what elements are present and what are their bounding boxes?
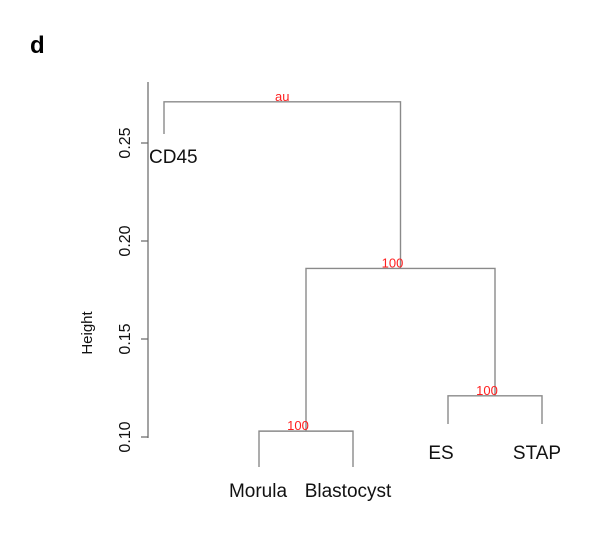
y-tick-label: 0.15	[117, 323, 134, 354]
dendrogram-branches	[163, 101, 543, 467]
au-value-label: 100	[287, 418, 309, 433]
y-tick-label: 0.10	[117, 421, 134, 452]
au-values: 100 100 100 au	[275, 89, 498, 433]
panel-letter: d	[30, 32, 45, 59]
dendrogram-branch	[305, 267, 496, 432]
au-value-label: 100	[476, 383, 498, 398]
y-tick-label: 0.25	[117, 127, 134, 158]
dendrogram-branch	[258, 430, 354, 467]
y-axis-title: Height	[79, 310, 96, 354]
leaf-label-stap: STAP	[513, 443, 561, 464]
leaf-label-blastocyst: Blastocyst	[305, 481, 392, 502]
au-value-label: 100	[382, 255, 404, 270]
leaf-label-cd45: CD45	[149, 147, 198, 168]
y-axis-ticks: 0.10 0.15 0.20 0.25	[117, 127, 148, 453]
dendrogram-branch	[447, 395, 543, 424]
y-tick-label: 0.20	[117, 225, 134, 256]
leaf-label-es: ES	[428, 443, 453, 464]
leaf-label-morula: Morula	[229, 481, 288, 502]
au-value-label: au	[275, 89, 289, 104]
dendrogram-branch	[163, 101, 402, 269]
leaf-labels: CD45 Morula Blastocyst ES STAP	[149, 147, 561, 502]
